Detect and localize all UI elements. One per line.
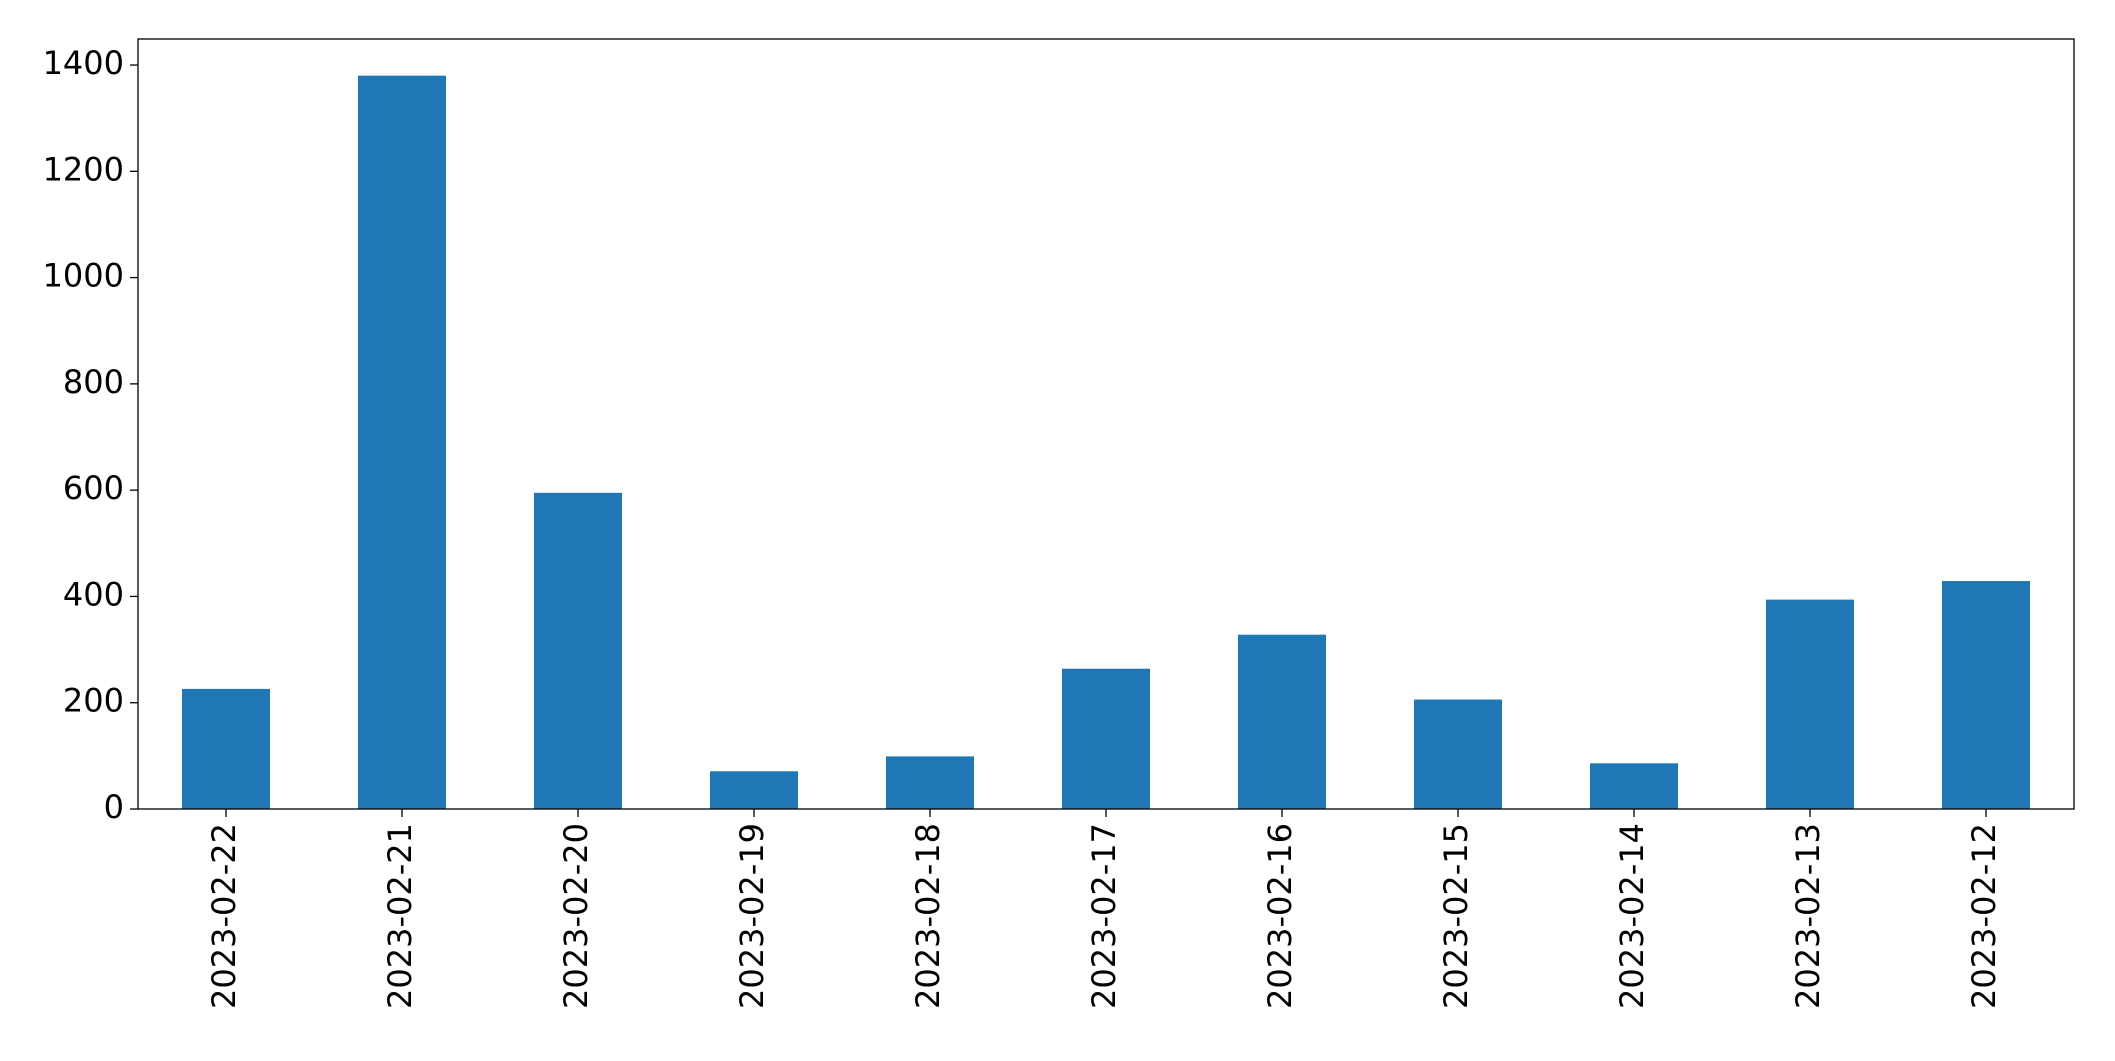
y-tick-label: 600 [63, 469, 124, 507]
x-tick-label: 2023-02-22 [205, 823, 243, 1009]
x-tick-label: 2023-02-20 [557, 823, 595, 1009]
axes-frame [137, 38, 2075, 810]
bar [182, 688, 270, 809]
bar [1766, 599, 1854, 809]
bar [534, 492, 622, 809]
y-tick-label: 800 [63, 363, 124, 401]
x-tick-label: 2023-02-14 [1613, 823, 1651, 1009]
bar [1590, 763, 1678, 809]
x-tick-label: 2023-02-13 [1789, 823, 1827, 1009]
x-tick-label: 2023-02-17 [1085, 823, 1123, 1009]
bar [1414, 699, 1502, 809]
x-tick-label: 2023-02-12 [1965, 823, 2003, 1009]
bar [1942, 581, 2030, 809]
x-tick-label: 2023-02-19 [733, 823, 771, 1009]
bar [358, 75, 446, 809]
y-tick-label: 1200 [43, 150, 124, 188]
bar [1062, 668, 1150, 809]
x-tick-label: 2023-02-16 [1261, 823, 1299, 1009]
bar [710, 771, 798, 809]
y-tick-label: 200 [63, 682, 124, 720]
bar [1238, 634, 1326, 809]
y-tick-label: 1000 [43, 257, 124, 295]
y-tick-label: 1400 [43, 44, 124, 82]
x-tick-label: 2023-02-18 [909, 823, 947, 1009]
x-tick-label: 2023-02-21 [381, 823, 419, 1009]
bar [886, 756, 974, 809]
x-tick-label: 2023-02-15 [1437, 823, 1475, 1009]
y-tick-label: 0 [104, 788, 124, 826]
y-tick-label: 400 [63, 575, 124, 613]
